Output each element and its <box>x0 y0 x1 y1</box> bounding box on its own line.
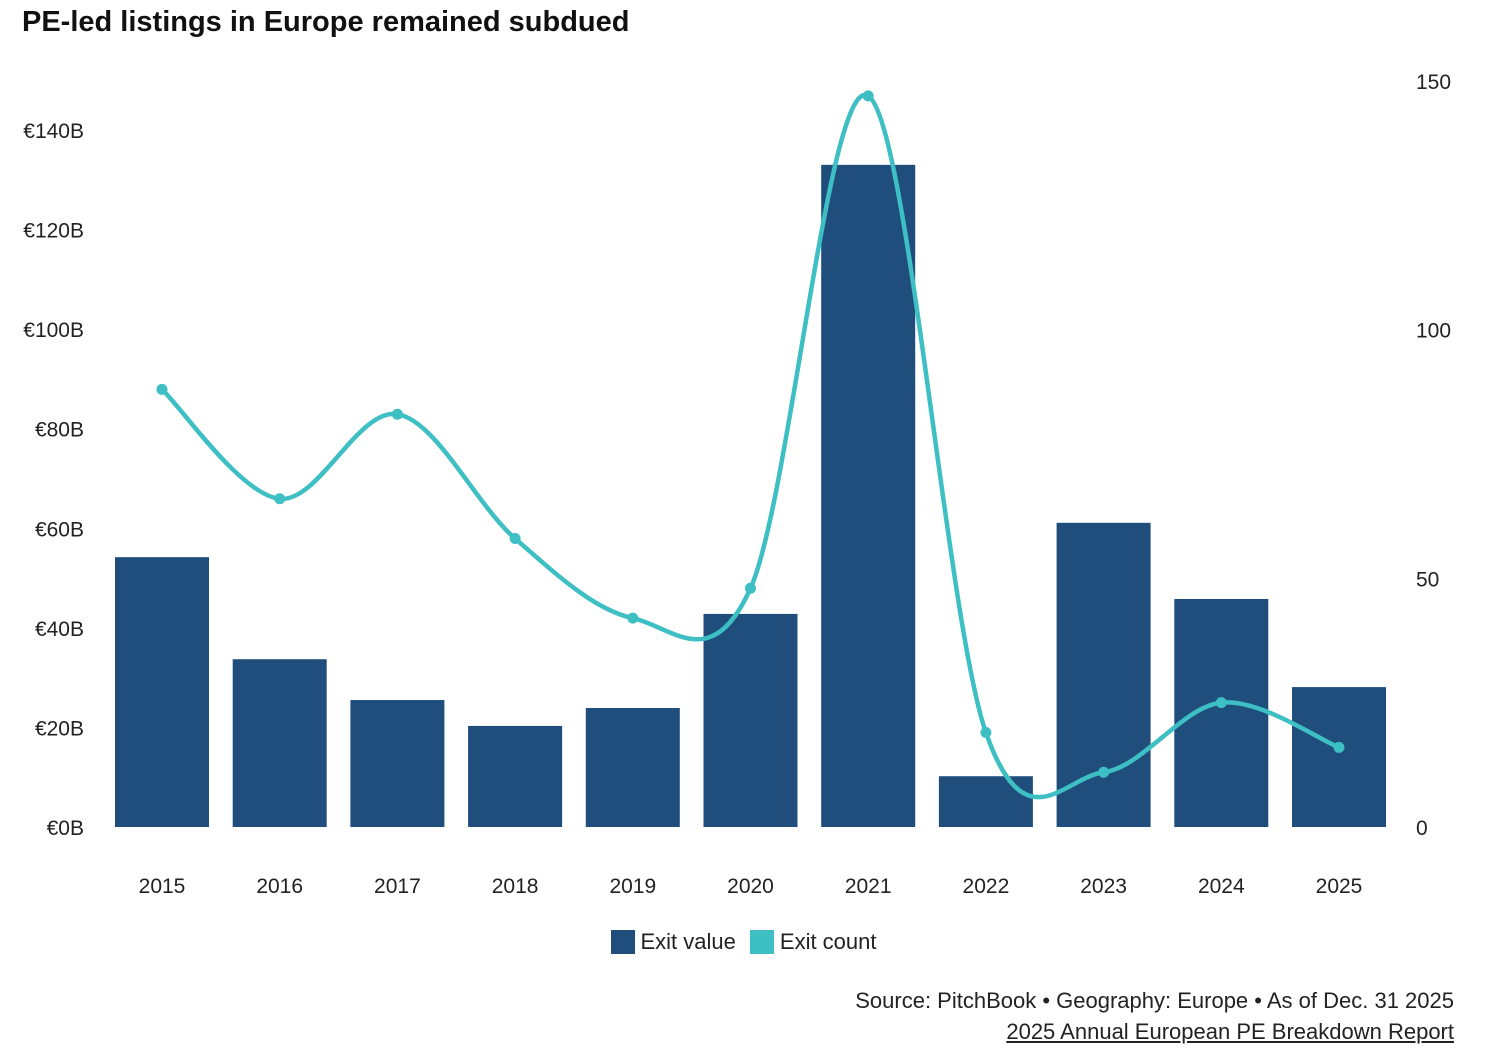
point-exit-count-2021 <box>862 90 874 102</box>
right-axis-tick-label: 100 <box>1416 320 1451 343</box>
x-axis-tick-label: 2023 <box>1080 875 1127 898</box>
point-exit-count-2020 <box>745 582 756 594</box>
legend-label: Exit count <box>779 929 877 954</box>
bar-exit-value-2019 <box>585 708 680 827</box>
bar-exit-value-2024 <box>1174 598 1269 827</box>
left-axis-tick-label: €80B <box>35 419 84 442</box>
left-axis-tick-label: €100B <box>23 319 84 342</box>
bar-exit-value-2020 <box>703 613 798 827</box>
point-exit-count-2025 <box>1333 741 1345 753</box>
point-exit-count-2023 <box>1098 766 1110 778</box>
point-exit-count-2017 <box>391 408 403 420</box>
left-axis-tick-label: €140B <box>23 120 84 143</box>
legend-swatch-exit-value <box>610 930 635 954</box>
footer: Source: PitchBook • Geography: Europe • … <box>855 985 1454 1047</box>
bar-exit-value-2023 <box>1056 522 1151 827</box>
bar-exit-value-2018 <box>468 725 563 827</box>
left-axis-tick-label: €60B <box>35 518 84 541</box>
x-axis-tick-label: 2016 <box>256 875 303 898</box>
left-axis-tick-label: €20B <box>35 717 84 740</box>
right-axis-tick-label: 150 <box>1416 71 1451 94</box>
x-axis-tick-label: 2020 <box>727 875 774 898</box>
bar-exit-value-2016 <box>232 659 327 827</box>
right-axis-tick-label: 0 <box>1416 817 1428 840</box>
legend-item-exit-value[interactable]: Exit value <box>610 929 736 955</box>
legend-label: Exit value <box>640 929 736 954</box>
legend-item-exit-count[interactable]: Exit count <box>749 929 877 955</box>
point-exit-count-2019 <box>627 612 639 624</box>
legend: Exit value Exit count <box>0 929 1487 955</box>
bar-exit-value-2017 <box>350 700 445 827</box>
bar-exit-value-2015 <box>115 557 209 827</box>
point-exit-count-2018 <box>509 533 521 545</box>
bar-exit-value-2021 <box>821 164 916 828</box>
report-link[interactable]: 2025 Annual European PE Breakdown Report <box>1006 1019 1454 1044</box>
legend-swatch-exit-count <box>749 930 774 954</box>
x-axis-tick-label: 2015 <box>139 875 186 898</box>
chart-title: PE-led listings in Europe remained subdu… <box>22 6 630 38</box>
x-axis-tick-label: 2021 <box>845 875 892 898</box>
x-axis-tick-label: 2022 <box>963 875 1010 898</box>
bar-exit-value-2025 <box>1292 687 1386 827</box>
point-exit-count-2024 <box>1215 697 1227 709</box>
left-axis-tick-label: €0B <box>47 817 84 840</box>
x-axis-tick-label: 2018 <box>492 875 539 898</box>
right-axis-tick-label: 50 <box>1416 568 1439 591</box>
source-note: Source: PitchBook • Geography: Europe • … <box>855 988 1454 1013</box>
x-axis-tick-label: 2019 <box>609 875 656 898</box>
point-exit-count-2022 <box>980 727 992 739</box>
point-exit-count-2015 <box>156 383 168 395</box>
left-axis-tick-label: €120B <box>23 220 84 243</box>
x-axis-tick-label: 2017 <box>374 875 421 898</box>
point-exit-count-2016 <box>274 493 286 505</box>
x-axis-tick-label: 2025 <box>1316 875 1363 898</box>
x-axis-tick-label: 2024 <box>1198 875 1245 898</box>
left-axis-tick-label: €40B <box>35 618 84 641</box>
bar-exit-value-2022 <box>938 776 1033 827</box>
